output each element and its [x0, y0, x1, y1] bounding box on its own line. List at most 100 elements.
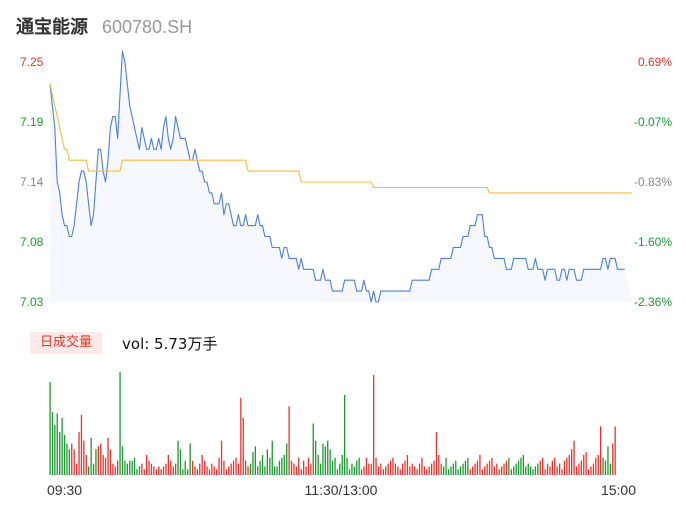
volume-bar — [493, 466, 495, 475]
volume-bar — [520, 457, 522, 475]
volume-bar — [66, 443, 68, 475]
volume-bar — [133, 457, 136, 475]
volume-bar — [242, 417, 244, 475]
price-area-fill — [50, 51, 632, 302]
volume-bar — [459, 466, 462, 475]
volume-bar — [498, 469, 500, 475]
volume-bar — [85, 455, 87, 475]
volume-header: 日成交量 vol: 5.73万手 — [30, 331, 217, 355]
volume-bar — [549, 466, 551, 475]
volume-bar — [399, 469, 401, 475]
volume-bar — [107, 437, 109, 475]
volume-bar — [232, 460, 235, 475]
right-tick-label: -0.83% — [634, 175, 672, 189]
volume-bar — [331, 460, 334, 475]
left-tick-label: 7.14 — [20, 175, 44, 189]
volume-bar — [418, 463, 421, 475]
daily-volume-tag[interactable]: 日成交量 — [30, 332, 103, 354]
volume-bar — [426, 469, 428, 475]
volume-bar — [464, 460, 467, 475]
volume-bar — [112, 463, 114, 475]
volume-bar — [199, 463, 201, 475]
volume-bar — [537, 463, 539, 475]
volume-bar — [505, 460, 508, 475]
volume-bar — [373, 374, 375, 475]
avg-price-line — [49, 83, 632, 194]
volume-bar — [257, 466, 259, 475]
volume-bar — [191, 460, 194, 475]
left-price-axis: 7.25 7.19 7.14 7.08 7.03 — [20, 55, 44, 309]
volume-bar — [189, 443, 191, 475]
volume-bar — [551, 460, 553, 475]
volume-bar — [571, 449, 573, 476]
volume-bar — [595, 457, 597, 475]
volume-bar — [261, 455, 264, 475]
volume-bar — [346, 457, 348, 475]
volume-bar — [150, 463, 153, 475]
volume-bar — [486, 463, 488, 475]
volume-bar — [177, 440, 179, 475]
volume-bar — [515, 463, 517, 475]
volume-bar — [411, 463, 413, 475]
volume-bar — [286, 443, 288, 475]
volume-bar — [100, 443, 102, 475]
volume-bar — [249, 463, 252, 475]
volume-bar — [293, 463, 295, 475]
volume-bar — [402, 463, 404, 475]
volume-bar — [201, 455, 203, 475]
volume-bar — [218, 457, 220, 475]
volume-bar — [336, 469, 339, 475]
volume-bar — [206, 466, 208, 475]
volume-bar — [300, 469, 302, 475]
right-tick-label: -0.07% — [634, 115, 672, 129]
volume-bar — [334, 457, 336, 475]
volume-bar — [501, 466, 503, 475]
volume-bar — [97, 446, 99, 475]
volume-bar — [563, 460, 566, 475]
avg-line-layer — [49, 83, 632, 194]
volume-bar — [339, 463, 341, 475]
volume-bar — [491, 457, 493, 475]
volume-bar — [377, 466, 380, 475]
volume-bar — [472, 466, 474, 475]
volume-bar — [382, 469, 384, 475]
volume-bar — [455, 460, 457, 475]
volume-bar — [580, 460, 582, 475]
volume-bar — [182, 469, 184, 475]
volume-bar — [457, 469, 459, 475]
volume-bar — [129, 460, 131, 475]
volume-bar — [365, 457, 368, 475]
volume-bar — [131, 460, 133, 475]
volume-bar — [351, 463, 353, 475]
time-tick-label: 15:00 — [601, 482, 636, 498]
volume-bar — [479, 455, 481, 475]
volume-bar — [469, 469, 471, 475]
left-tick-label: 7.03 — [20, 295, 44, 309]
volume-bar — [440, 463, 442, 475]
price-line-layer — [49, 50, 625, 303]
volume-bar — [172, 466, 174, 475]
volume-bar — [392, 457, 394, 475]
volume-bar — [539, 460, 541, 475]
volume-bar — [397, 466, 399, 475]
volume-bar — [327, 440, 329, 475]
volume-bar — [360, 469, 363, 475]
volume-bar — [421, 457, 423, 475]
volume-bar — [568, 455, 570, 475]
volume-bar — [604, 460, 607, 475]
volume-bar — [532, 469, 534, 475]
volume-bar — [264, 466, 266, 475]
volume-bar — [583, 455, 585, 475]
volume-bar — [423, 466, 425, 475]
volume-bar — [59, 432, 61, 475]
volume-bar — [68, 449, 70, 476]
volume-bar — [56, 413, 58, 475]
volume-bar — [575, 466, 578, 475]
volume-bar — [544, 469, 546, 475]
volume-bar — [517, 460, 520, 475]
volume-bar — [274, 466, 276, 475]
volume-bar — [561, 469, 563, 475]
volume-bar — [522, 455, 524, 475]
volume-bar — [104, 457, 107, 475]
volume-bar — [160, 469, 162, 475]
